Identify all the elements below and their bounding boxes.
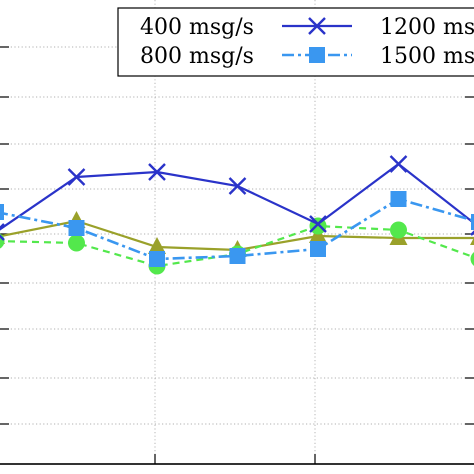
legend-item-800: 800 msg/s <box>140 44 254 69</box>
legend-label-400: 400 msg/s <box>140 15 254 40</box>
data-point-2-4 <box>309 215 327 233</box>
legend-label-1500: 1500 msg/s <box>380 44 474 69</box>
data-point-3-6 <box>471 214 474 230</box>
data-point-0-2 <box>148 237 166 254</box>
data-point-1-1 <box>68 234 85 252</box>
data-point-2-1 <box>67 168 86 186</box>
legend-x-marker-1200 <box>308 17 326 35</box>
legend-item-400: 400 msg/s <box>140 15 254 40</box>
legend-box <box>117 7 474 77</box>
data-point-0-6 <box>470 237 474 245</box>
data-point-2-2 <box>148 163 166 181</box>
data-point-3-1 <box>68 220 85 236</box>
data-point-2-3 <box>228 177 247 195</box>
data-point-2-5 <box>389 155 408 173</box>
legend-item-1200: 1200 msg/s <box>282 15 474 40</box>
legend-label-800: 800 msg/s <box>140 44 254 69</box>
data-point-3-4 <box>310 241 326 257</box>
data-point-3-5 <box>390 191 407 207</box>
data-point-2-0 <box>0 223 5 241</box>
legend: 400 msg/s 1200 msg/s 800 msg/s 1500 msg/… <box>117 7 474 77</box>
data-point-1-5 <box>390 221 407 239</box>
data-point-1-6 <box>470 252 474 266</box>
data-point-3-0 <box>0 204 4 220</box>
legend-label-1200: 1200 msg/s <box>380 15 474 40</box>
data-point-3-2 <box>149 251 165 267</box>
series-layer <box>0 155 474 275</box>
legend-square-marker-1500 <box>309 47 325 63</box>
series-3 <box>0 191 474 267</box>
data-point-3-3 <box>229 248 246 264</box>
legend-item-1500: 1500 msg/s <box>282 44 474 69</box>
